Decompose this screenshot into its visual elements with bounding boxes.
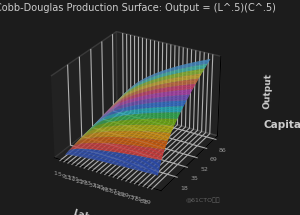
Title: Cobb-Douglas Production Surface: Output = (L^.5)(C^.5): Cobb-Douglas Production Surface: Output … bbox=[0, 3, 275, 13]
Text: @61CTO博客: @61CTO博客 bbox=[186, 198, 220, 203]
Text: Capital: Capital bbox=[264, 120, 300, 130]
X-axis label: Labor: Labor bbox=[71, 208, 101, 215]
